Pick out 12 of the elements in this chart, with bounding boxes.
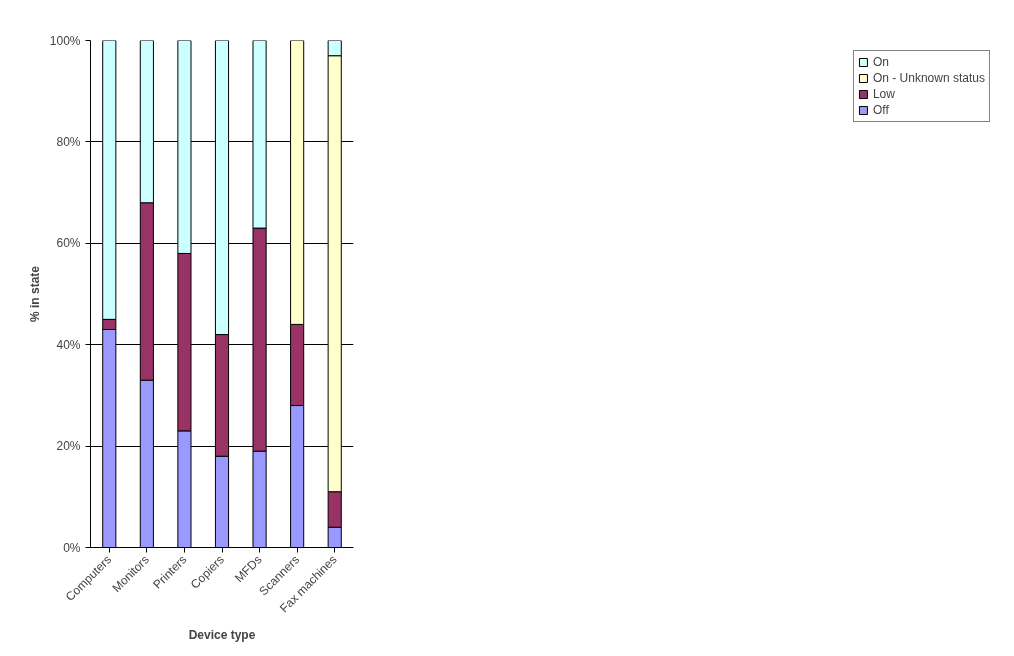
y-tick-label: 60% <box>56 236 81 251</box>
legend-label: Off <box>872 103 890 117</box>
y-tick-label: 40% <box>56 337 81 352</box>
legend-label: On <box>872 55 890 69</box>
y-tick-label: 100% <box>49 33 81 48</box>
y-tick-label: 80% <box>56 134 81 149</box>
y-tick-label: 20% <box>56 439 81 454</box>
x-axis-title: Device type <box>188 628 256 643</box>
legend-label: On - Unknown status <box>872 71 985 85</box>
y-axis-title: % in state <box>27 265 42 323</box>
y-tick-label: 0% <box>63 540 81 555</box>
legend-label: Low <box>872 87 895 101</box>
